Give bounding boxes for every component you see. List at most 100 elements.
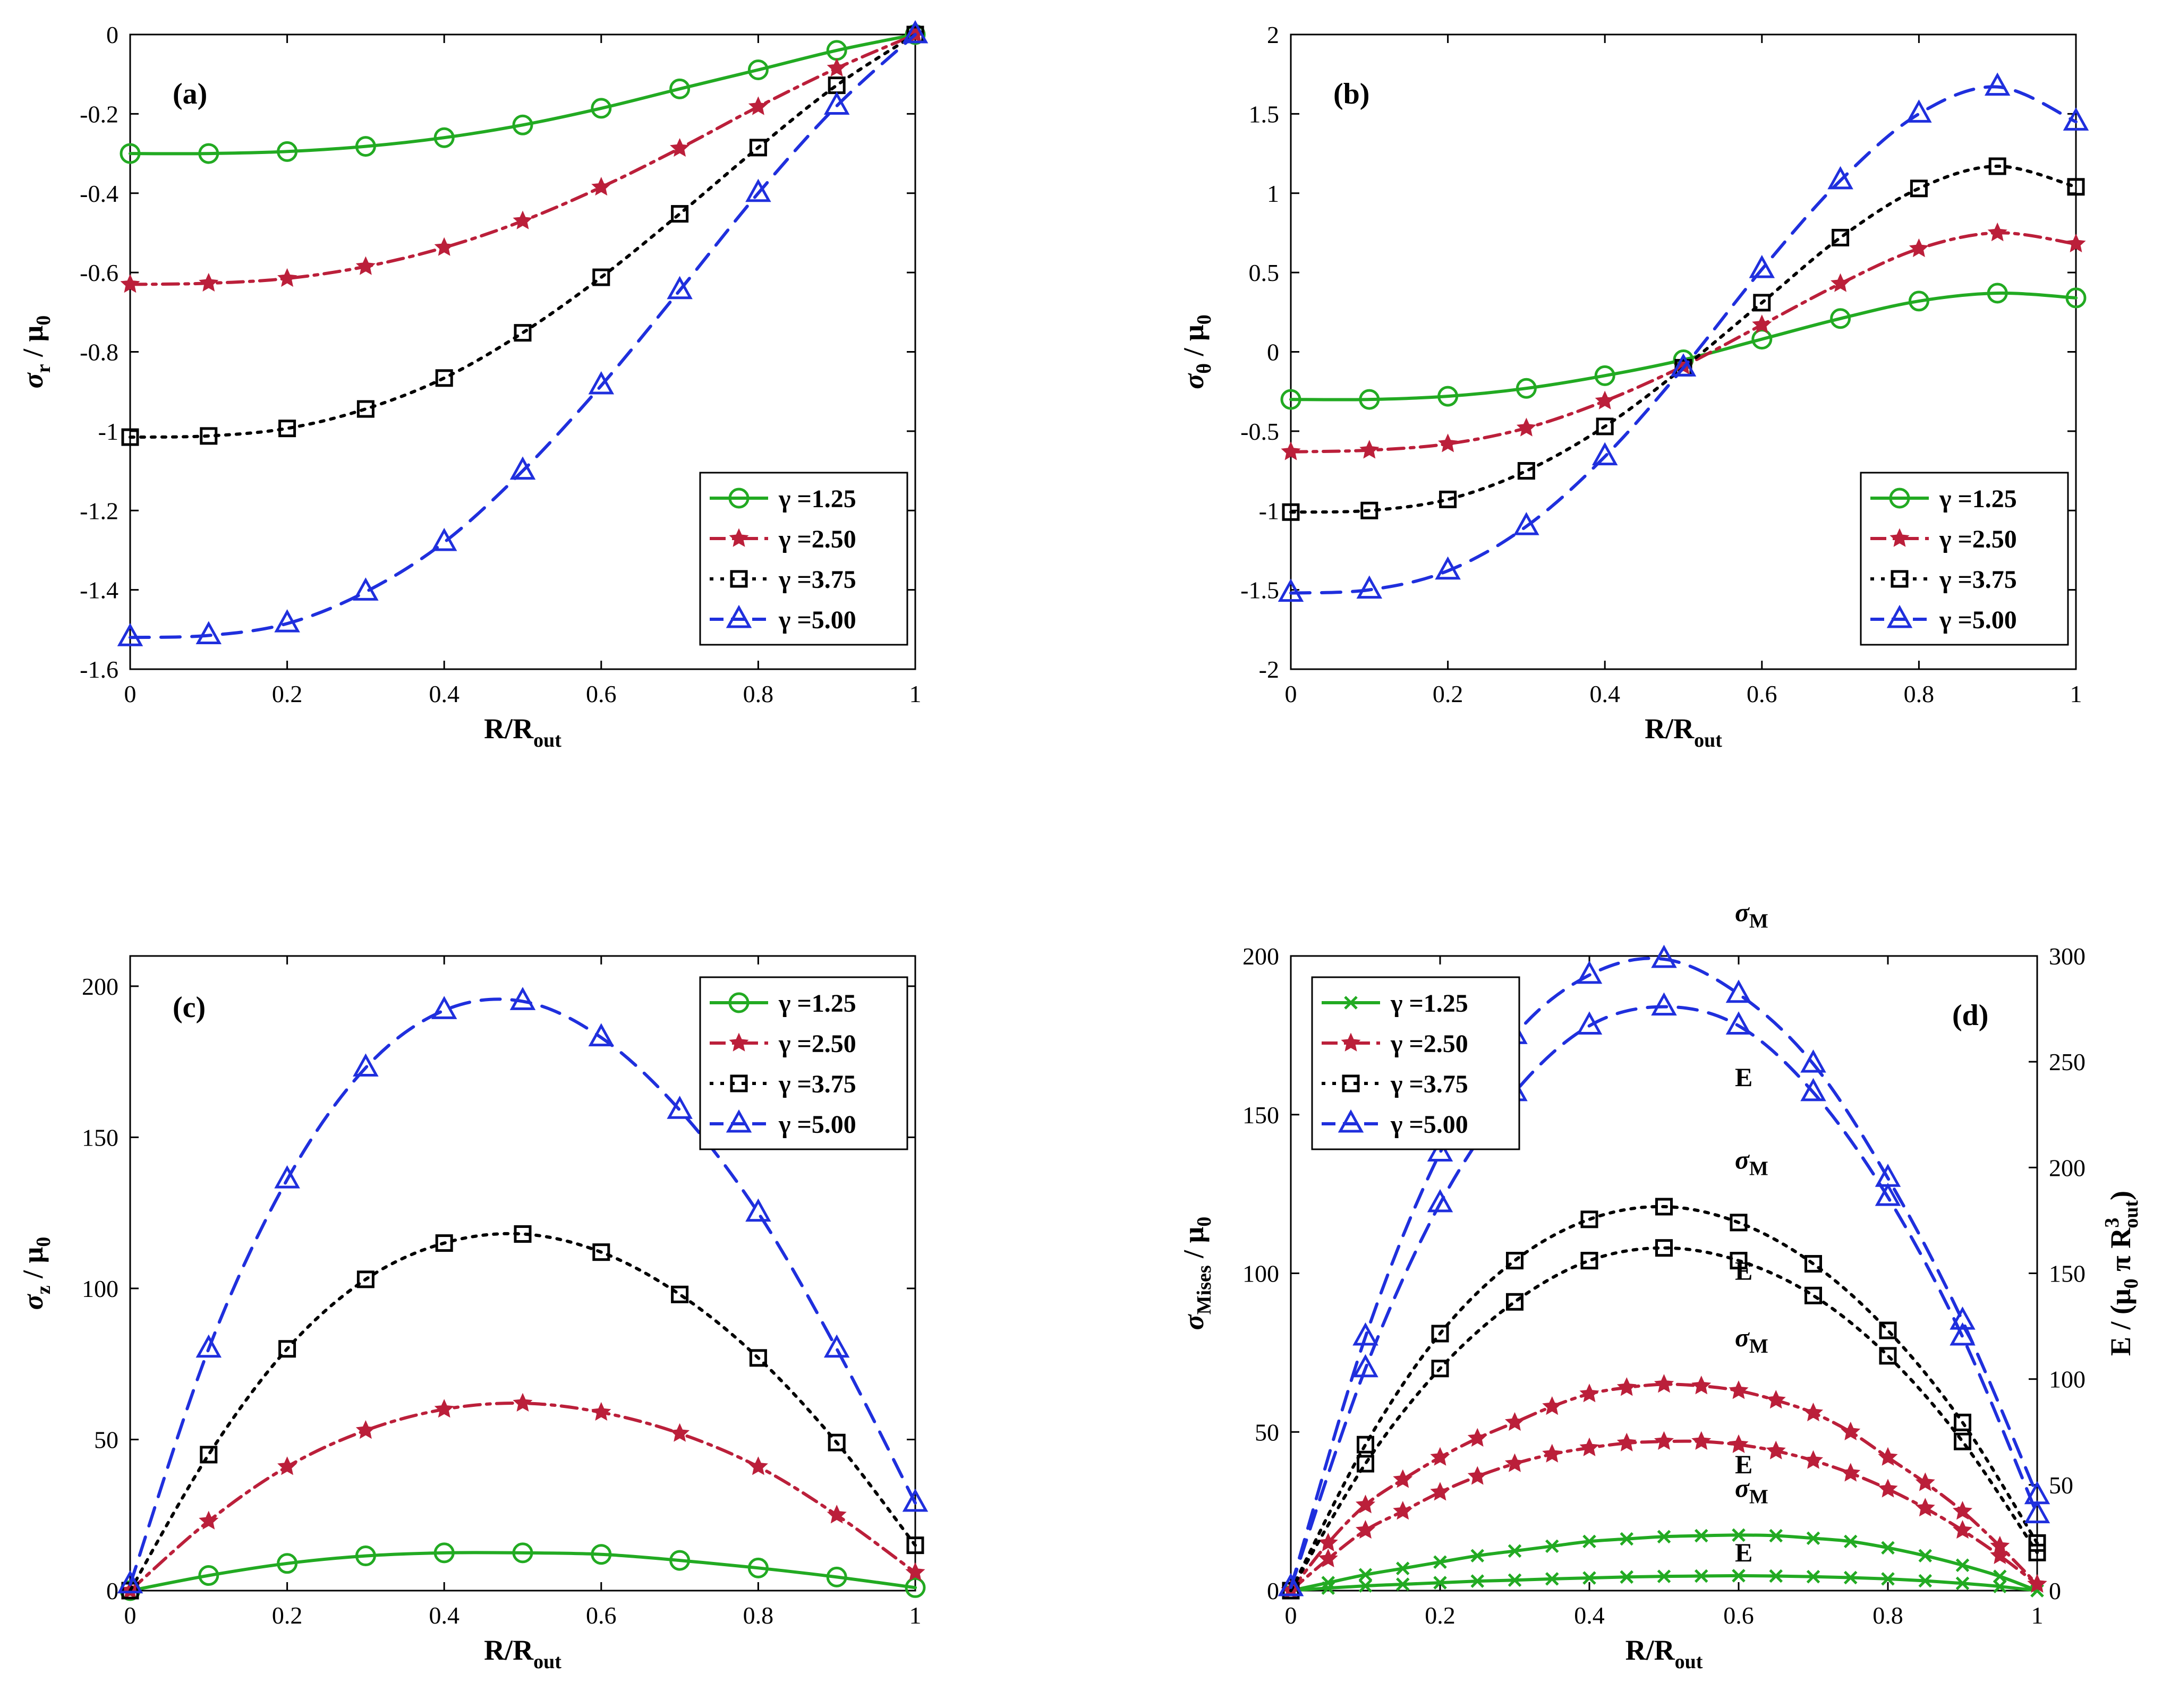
panel-3-data-point <box>1769 1569 1783 1583</box>
panel-3-legend-label-3: γ =5.00 <box>1390 1111 1468 1139</box>
panel-3-legend-label-0: γ =1.25 <box>1390 989 1468 1018</box>
panel-1-data-point <box>1987 222 2007 242</box>
panel-3-x-axis-label: R/Rout <box>1625 1634 1703 1673</box>
panel-3-data-point <box>1318 1548 1338 1567</box>
panel-0-data-point <box>355 136 376 157</box>
panel-2-plot-area <box>129 955 916 1592</box>
panel-2-data-point <box>747 1557 769 1578</box>
panel-3-data-point <box>1352 1322 1378 1346</box>
panel-2-y-tick-label: 200 <box>82 973 118 1000</box>
panel-3-data-point <box>1691 1376 1712 1395</box>
panel-3-data-point <box>1542 1396 1562 1415</box>
panel-0-y-tick-label: -0.8 <box>80 339 118 366</box>
panel-1-y-tick-label: 1 <box>1267 180 1279 207</box>
panel-1-data-point <box>1281 441 1301 460</box>
panel-1-data-point <box>1910 180 1928 198</box>
panel-3-data-point <box>1542 1444 1562 1463</box>
panel-1-data-point <box>1831 273 1851 292</box>
panel-1-data-point <box>1280 389 1301 410</box>
panel-3-data-point <box>1730 1214 1748 1232</box>
panel-3-data-point <box>1654 1374 1674 1393</box>
panel-0-y-tick-label: -0.4 <box>80 180 118 207</box>
panel-3-data-point <box>1694 1569 1708 1583</box>
panel-3-data-point <box>1545 1539 1559 1553</box>
panel-3-data-point <box>1657 1530 1671 1544</box>
panel-2-x-tick-label: 0.2 <box>272 1602 303 1629</box>
panel-1-data-point <box>1360 501 1378 519</box>
panel-3-data-point <box>1470 1549 1485 1563</box>
panel-3-data-point <box>1729 1434 1749 1453</box>
panel-1-data-point <box>1830 308 1851 329</box>
panel-0-x-tick-label: 0.6 <box>586 680 617 707</box>
panel-1-legend-label-1: γ =2.50 <box>1939 525 2017 553</box>
panel-0-y-tick-label: -1.6 <box>80 656 118 683</box>
panel-2-series-line-0 <box>129 1551 917 1592</box>
panel-3-data-point <box>1616 1432 1637 1451</box>
panel-3-x-tick-label: 0.8 <box>1872 1602 1903 1629</box>
panel-2-legend-marker-1 <box>729 1032 749 1052</box>
panel-3-right-tick-label: 150 <box>2049 1260 2086 1287</box>
panel-3-data-point <box>1732 1528 1746 1542</box>
panel-3-data-point <box>1766 1440 1786 1459</box>
panel-3-data-point <box>1655 1198 1673 1216</box>
panel-1-data-point <box>1278 578 1304 602</box>
panel-0-data-point <box>356 400 374 418</box>
panel-1-y-tick-label: -1 <box>1259 497 1279 524</box>
panel-3-data-point <box>1954 1432 1971 1450</box>
panel-3-data-point <box>1729 1380 1749 1399</box>
panel-0-x-tick-label: 1 <box>909 680 922 707</box>
panel-3-data-point <box>1357 1455 1374 1473</box>
panel-3-data-point <box>1952 1520 1973 1539</box>
panel-3-data-point <box>1467 1428 1487 1447</box>
panel-2-x-axis-label: R/Rout <box>484 1634 561 1673</box>
panel-2-data-point <box>667 1096 693 1119</box>
panel-0-data-point <box>431 527 457 551</box>
panel-3-data-point <box>1616 1377 1637 1396</box>
panel-0-data-point <box>278 420 296 438</box>
panel-2-legend-marker-0 <box>728 992 750 1013</box>
panel-3-data-point <box>1651 944 1677 968</box>
panel-3-data-point <box>1427 1138 1453 1162</box>
panel-3-data-point <box>1395 1577 1410 1591</box>
panel-3-data-point <box>1805 1286 1822 1304</box>
panel-1-y-tick-label: 0.5 <box>1249 259 1280 286</box>
panel-3-data-point <box>1950 1322 1976 1346</box>
panel-2-data-point <box>198 1565 219 1586</box>
panel-3-data-point <box>1657 1569 1671 1583</box>
panel-1-data-point <box>1988 157 2006 175</box>
panel-3-y-axis-label: σMises / μ0 <box>1178 1217 1215 1330</box>
panel-1-data-point <box>1753 294 1771 312</box>
panel-1-data-point <box>1906 99 1932 123</box>
panel-3-series-line-2-sigma <box>1289 1205 2039 1592</box>
panel-3-data-point <box>1582 1571 1596 1585</box>
panel-0-data-point <box>434 237 454 256</box>
panel-0-data-point <box>669 78 691 99</box>
panel-1-legend-marker-0 <box>1889 488 1910 509</box>
panel-2-data-point <box>823 1334 850 1358</box>
panel-0-data-point <box>433 127 455 148</box>
panel-1-x-tick-label: 0.8 <box>1904 680 1935 707</box>
panel-0-data-point <box>355 256 376 275</box>
panel-3-data-point <box>1582 1534 1596 1549</box>
panel-1-data-point <box>2066 233 2086 253</box>
panel-a-chart: 0 0.2 0.4 0.6 0.8 1 -1.6 -1.4 -1.2 -1 -0.8 -0.6 -0.4… <box>17 20 929 751</box>
panel-2-legend-label-0: γ =1.25 <box>778 989 856 1018</box>
panel-0-data-point <box>670 138 690 157</box>
panel-0-data-point <box>117 623 143 646</box>
panel-0-data-point <box>199 272 219 292</box>
panel-0-x-tick-label: 0.8 <box>743 680 774 707</box>
panel-0-data-point <box>514 324 532 342</box>
panel-3-data-point <box>1506 1293 1523 1311</box>
panel-3-data-point <box>1357 1436 1374 1454</box>
panel-3-y-tick-label: 200 <box>1242 943 1279 970</box>
panel-0-data-point <box>120 274 140 293</box>
panel-3-x-tick-label: 0.6 <box>1723 1602 1754 1629</box>
panel-2-y-axis-label: σz / μ0 <box>17 1237 55 1310</box>
panel-3-data-point <box>1841 1463 1861 1482</box>
panel-3-data-point <box>1430 1447 1450 1466</box>
panel-2-data-point <box>591 1544 612 1565</box>
panel-1-data-point <box>1670 353 1697 377</box>
panel-0-legend-label-3: γ =5.00 <box>778 606 856 634</box>
panel-0-series-line-1 <box>129 33 917 286</box>
panel-3-data-point <box>1358 1568 1373 1582</box>
